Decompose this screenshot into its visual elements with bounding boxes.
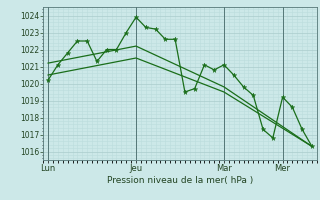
X-axis label: Pression niveau de la mer( hPa ): Pression niveau de la mer( hPa ) [107, 176, 253, 185]
